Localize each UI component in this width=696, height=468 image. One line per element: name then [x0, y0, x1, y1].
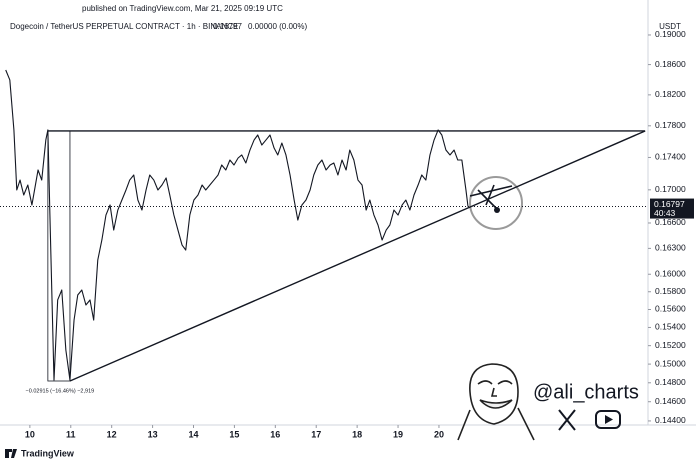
published-note: published on TradingView.com, Mar 21, 20… [82, 4, 283, 13]
y-tick-label: 0.17400 [655, 152, 686, 162]
y-tick-label: 0.14600 [655, 396, 686, 406]
y-tick-label: 0.14400 [655, 415, 686, 425]
y-tick-label: 0.18200 [655, 89, 686, 99]
circle-annotation [469, 176, 523, 230]
y-tick-label: 0.14800 [655, 377, 686, 387]
price-line [5, 69, 469, 381]
last-price-label: 0.16797 [654, 199, 685, 209]
youtube-icon [595, 410, 621, 429]
x-tick-label: 19 [393, 429, 403, 439]
x-tick-label: 13 [148, 429, 158, 439]
x-tick-label: 12 [107, 429, 117, 439]
y-tick-label: 0.18600 [655, 59, 686, 69]
x-tick-label: 10 [25, 429, 35, 439]
trendline [69, 130, 646, 382]
x-tick-label: 14 [188, 429, 198, 439]
y-tick-label: 0.15600 [655, 304, 686, 314]
last-price-box [650, 198, 694, 219]
measure-label: −0.02915 (−16.46%) −2,919 [26, 388, 95, 394]
x-tick-label: 16 [270, 429, 280, 439]
watermark-handle: @ali_charts [533, 381, 639, 403]
y-tick-label: 0.15400 [655, 322, 686, 332]
change: 0.00000 (0.00%) [248, 22, 307, 31]
y-tick-label: 0.16000 [655, 268, 686, 278]
x-tick-label: 11 [66, 429, 76, 439]
x-tick-label: 15 [229, 429, 239, 439]
countdown: 40:43 [654, 208, 676, 218]
footer-logo [5, 449, 17, 458]
currency: USDT [659, 22, 681, 31]
y-tick-label: 0.19000 [655, 29, 686, 39]
x-tick-label: 17 [311, 429, 321, 439]
measure-box [47, 130, 71, 382]
y-tick-label: 0.16300 [655, 243, 686, 253]
y-tick-label: 0.15000 [655, 358, 686, 368]
y-tick-label: 0.15800 [655, 286, 686, 296]
y-tick-label: 0.17000 [655, 184, 686, 194]
y-tick-label: 0.17800 [655, 120, 686, 130]
avatar [457, 363, 535, 441]
x-tick-label: 18 [352, 429, 362, 439]
y-tick-label: 0.16600 [655, 217, 686, 227]
x-tick-label: 20 [434, 429, 444, 439]
quote: 0.16797 [213, 22, 242, 31]
symbol-title: Dogecoin / TetherUS PERPETUAL CONTRACT ·… [10, 22, 238, 31]
x-icon [558, 409, 576, 431]
footer-brand: TradingView [21, 448, 75, 458]
y-tick-label: 0.15200 [655, 340, 686, 350]
